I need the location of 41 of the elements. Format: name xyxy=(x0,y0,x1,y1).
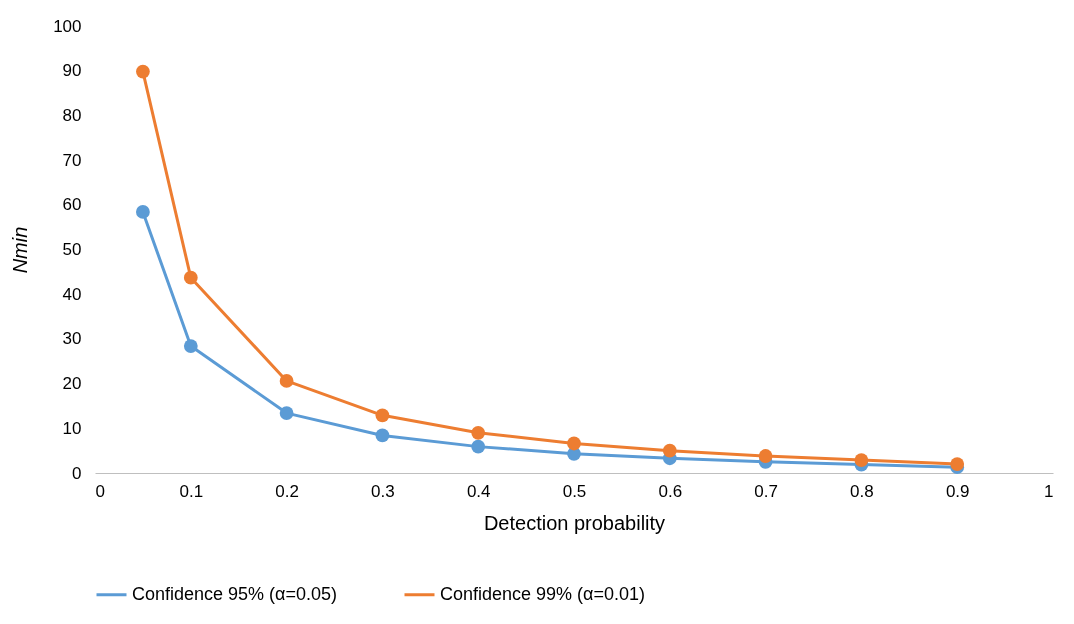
x-tick-label: 0.9 xyxy=(945,481,970,501)
point xyxy=(279,374,294,388)
y-tick-label: 50 xyxy=(62,240,82,259)
point xyxy=(375,428,390,443)
y-tick-label: 70 xyxy=(62,150,82,170)
x-tick-label: 1 xyxy=(1044,481,1054,501)
point xyxy=(279,406,294,420)
point xyxy=(471,425,486,440)
point xyxy=(471,439,486,454)
y-axis-title: Nmin xyxy=(9,226,32,274)
x-tick-label: 0.1 xyxy=(179,481,204,501)
y-tick-label: 0 xyxy=(72,463,82,483)
point xyxy=(758,449,773,463)
x-tick-label: 0.5 xyxy=(562,481,587,501)
point xyxy=(950,457,965,471)
x-tick-label: 0.3 xyxy=(371,481,395,501)
x-tick-label: 0.8 xyxy=(850,481,874,501)
legend-label: Confidence 95% (α=0.05) xyxy=(132,583,338,604)
legend-label: Confidence 99% (α=0.01) xyxy=(440,583,646,604)
y-tick-label: 60 xyxy=(62,195,82,215)
point xyxy=(854,453,869,467)
y-tick-label: 100 xyxy=(53,16,82,36)
point xyxy=(183,339,198,353)
y-tick-label: 80 xyxy=(62,105,82,125)
point xyxy=(183,270,198,285)
point xyxy=(662,443,677,458)
y-tick-label: 30 xyxy=(62,329,82,349)
x-tick-label: 0 xyxy=(95,481,105,501)
y-tick-label: 20 xyxy=(62,374,82,394)
x-tick-label: 0.4 xyxy=(466,481,491,501)
y-tick-label: 90 xyxy=(62,61,82,81)
x-tick-label: 0.2 xyxy=(275,481,299,501)
point xyxy=(136,64,150,79)
y-tick-label: 10 xyxy=(62,418,82,438)
point xyxy=(567,436,581,451)
point xyxy=(136,205,150,219)
x-axis-title: Detection probability xyxy=(483,511,666,534)
y-tick-label: 40 xyxy=(62,284,82,304)
point xyxy=(375,408,390,423)
x-tick-label: 0.6 xyxy=(658,481,683,501)
x-tick-label: 0.7 xyxy=(754,481,778,501)
